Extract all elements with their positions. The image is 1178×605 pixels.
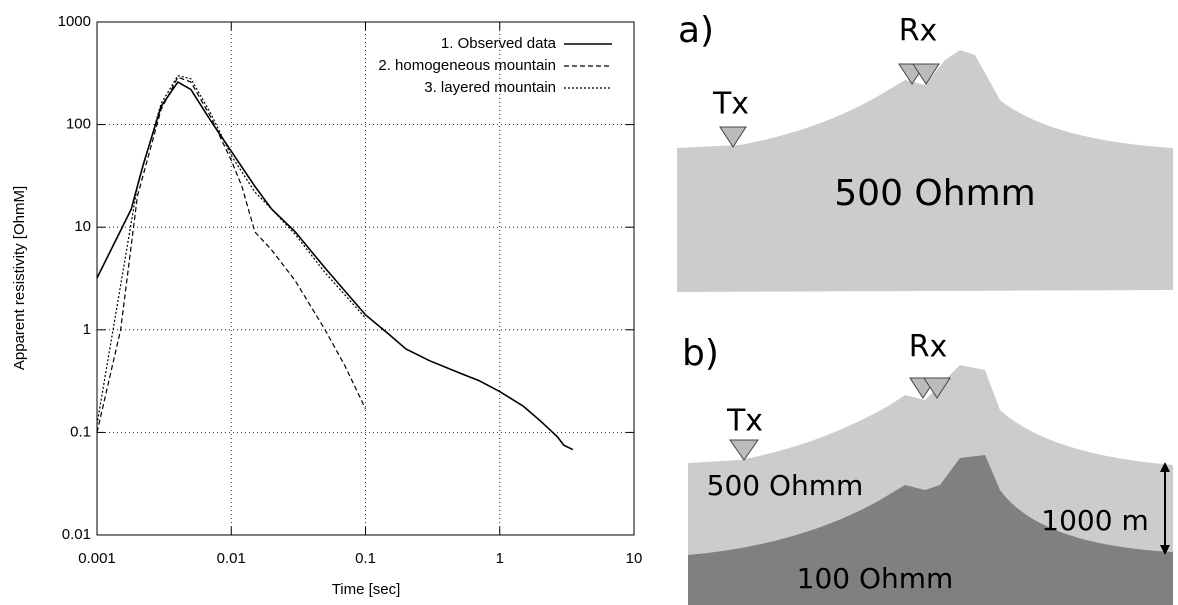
y-tick-label: 0.01	[62, 526, 91, 543]
layer-label: 500 Ohmm	[834, 173, 1035, 214]
layer-label: 500 Ohmm	[707, 469, 864, 502]
y-tick-label: 10	[74, 218, 91, 235]
series-line	[96, 80, 574, 451]
rx-label: Rx	[909, 330, 948, 365]
y-tick-label: 0.1	[70, 423, 91, 440]
mountain-a	[677, 50, 1173, 292]
panel-label: a)	[678, 10, 714, 51]
tx-label: Tx	[726, 404, 763, 439]
tx-label: Tx	[712, 87, 749, 122]
tx-marker	[729, 439, 759, 461]
legend-label: 2. homogeneous mountain	[378, 57, 556, 74]
layer-label: 100 Ohmm	[797, 562, 954, 595]
lower-layer	[688, 455, 1173, 605]
tx-marker	[719, 126, 747, 148]
series-line	[96, 76, 367, 433]
y-tick-label: 100	[66, 116, 91, 133]
diagram: a) Rx Tx 500 Ohmm b) Rx Tx 500 Ohmm 1000…	[677, 10, 1173, 605]
y-tick-label: 1	[83, 321, 91, 338]
series-line	[96, 74, 366, 425]
x-tick-label: 10	[626, 550, 643, 567]
legend-label: 3. layered mountain	[424, 79, 556, 96]
arrow-head	[1160, 545, 1170, 555]
rx-marker	[923, 377, 951, 399]
x-tick-label: 0.001	[78, 550, 116, 567]
arrow-head	[1160, 462, 1170, 472]
plot-frame	[96, 21, 635, 536]
x-axis-label: Time [sec]	[332, 581, 401, 598]
x-tick-label: 0.01	[217, 550, 246, 567]
legend-label: 1. Observed data	[441, 35, 557, 52]
x-tick-label: 0.1	[355, 550, 376, 567]
depth-label: 1000 m	[1041, 504, 1148, 537]
y-tick-label: 1000	[58, 13, 91, 30]
x-tick-label: 1	[496, 550, 504, 567]
rx-label: Rx	[899, 14, 938, 49]
rx-marker	[912, 63, 940, 85]
y-axis-label: Apparent resistivity [OhmM]	[11, 186, 28, 370]
panel-label: b)	[682, 333, 719, 374]
chart: Time [sec] Apparent resistivity [OhmM] 0…	[11, 13, 642, 598]
